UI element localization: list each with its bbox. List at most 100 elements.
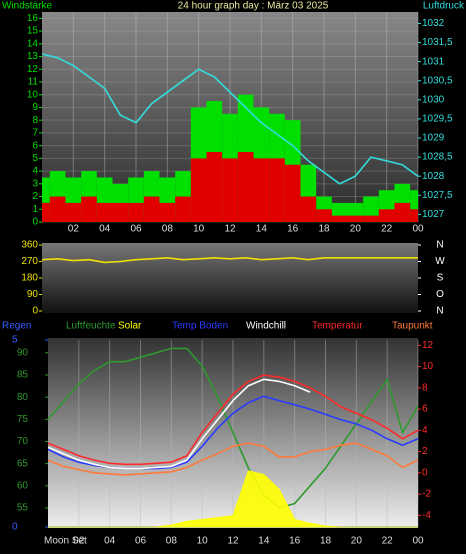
y3-tick-label: 5 bbox=[12, 335, 18, 346]
y2-tick-label: 10 bbox=[422, 361, 434, 372]
x-tick-label: 02 bbox=[68, 224, 80, 235]
bar bbox=[175, 196, 191, 222]
bar bbox=[253, 158, 270, 222]
y2-tick-label: 1028 bbox=[422, 171, 445, 182]
y-tick-label: 9 bbox=[32, 102, 38, 113]
legend-label: Luftfeuchte bbox=[66, 321, 116, 332]
x-tick-label: 00 bbox=[412, 224, 424, 235]
bar bbox=[112, 202, 129, 222]
bar bbox=[65, 202, 82, 222]
x-tick-label: 14 bbox=[256, 224, 268, 235]
series-group bbox=[42, 256, 418, 264]
x-tick-label: 12 bbox=[224, 224, 236, 235]
y-tick-label: 8 bbox=[32, 115, 38, 126]
bar bbox=[300, 196, 317, 222]
x-tick-label: 16 bbox=[287, 224, 299, 235]
bar bbox=[316, 209, 332, 222]
y-tick-label: 85 bbox=[17, 370, 29, 381]
y2-tick-label: 0 bbox=[422, 467, 428, 478]
y3-tick-label: 0 bbox=[12, 522, 18, 533]
series-line bbox=[42, 256, 418, 264]
y2-tick-label: 1027,5 bbox=[422, 190, 453, 201]
y-tick-label: 80 bbox=[17, 392, 29, 403]
y-tick-label: 270 bbox=[21, 256, 38, 267]
series-group bbox=[42, 53, 418, 222]
bar bbox=[128, 202, 144, 222]
legend-label: Temp Boden bbox=[172, 321, 228, 332]
bar bbox=[347, 215, 364, 222]
y2-tick-label: 1028,5 bbox=[422, 152, 453, 163]
x-tick-label: 18 bbox=[320, 536, 332, 547]
y2-tick-label: -2 bbox=[422, 489, 431, 500]
x-tick-label: 06 bbox=[135, 536, 147, 547]
x-tick-label: 20 bbox=[350, 224, 362, 235]
bar bbox=[96, 202, 113, 222]
y-tick-label: 14 bbox=[27, 38, 39, 49]
y2-tick-label: N bbox=[436, 240, 443, 251]
series-line bbox=[48, 442, 418, 476]
y-tick-label: 90 bbox=[17, 347, 29, 358]
y-tick-label: 1 bbox=[32, 204, 38, 215]
bar bbox=[159, 202, 176, 222]
x-tick-label: 04 bbox=[99, 224, 111, 235]
bar bbox=[284, 164, 301, 222]
y-tick-label: 55 bbox=[17, 503, 29, 514]
bar bbox=[42, 177, 50, 222]
x-tick-label: 10 bbox=[193, 224, 205, 235]
y2-tick-label: 1031 bbox=[422, 56, 445, 67]
y-tick-label: 5 bbox=[32, 153, 38, 164]
bar bbox=[394, 202, 411, 222]
chart-title: 24 hour graph day : März 03 2025 bbox=[178, 1, 329, 12]
y-tick-label: 70 bbox=[17, 436, 29, 447]
y-tick-label: 2 bbox=[32, 191, 38, 202]
x-tick-label: 22 bbox=[381, 224, 393, 235]
y-tick-label: 7 bbox=[32, 128, 38, 139]
y-tick-label: 15 bbox=[27, 26, 39, 37]
series-line bbox=[48, 374, 418, 466]
x-tick-label: 10 bbox=[197, 536, 209, 547]
y-tick-label: 60 bbox=[17, 480, 29, 491]
bar bbox=[49, 196, 66, 222]
bar bbox=[410, 190, 418, 222]
y-tick-label: 360 bbox=[21, 240, 38, 251]
x-tick-label: 06 bbox=[130, 224, 142, 235]
bar bbox=[331, 215, 348, 222]
x-tick-label: 16 bbox=[289, 536, 301, 547]
x-tick-label: 22 bbox=[382, 536, 394, 547]
y2-tick-label: 1030 bbox=[422, 94, 445, 105]
bar bbox=[410, 209, 418, 222]
bar bbox=[190, 158, 207, 222]
y2-tick-label: 1029,5 bbox=[422, 114, 453, 125]
legend-label: Solar bbox=[118, 321, 142, 332]
bar bbox=[42, 202, 50, 222]
legend-label: Temperatur bbox=[312, 321, 363, 332]
legend-label: Luftdruck bbox=[423, 1, 465, 12]
legend-label: Windstärke bbox=[2, 1, 52, 12]
legend-label: Regen bbox=[2, 321, 31, 332]
bar bbox=[237, 152, 254, 222]
y2-tick-label: 4 bbox=[422, 425, 428, 436]
y2-tick-label: 1029 bbox=[422, 133, 445, 144]
y2-tick-label: 1032 bbox=[422, 18, 445, 29]
x-tick-label: 12 bbox=[227, 536, 239, 547]
bar bbox=[81, 196, 97, 222]
bar bbox=[206, 152, 223, 222]
x-tick-label: 14 bbox=[258, 536, 270, 547]
bar bbox=[143, 196, 160, 222]
y2-tick-label: W bbox=[435, 256, 445, 267]
bar bbox=[363, 215, 379, 222]
x-tick-label: 08 bbox=[162, 224, 174, 235]
series-line bbox=[42, 53, 418, 185]
y2-tick-label: 6 bbox=[422, 404, 428, 415]
series-group bbox=[48, 347, 418, 528]
y-tick-label: 3 bbox=[32, 178, 38, 189]
y2-tick-label: 1031,5 bbox=[422, 37, 453, 48]
y2-tick-label: S bbox=[437, 273, 444, 284]
bar bbox=[269, 158, 285, 222]
series-area bbox=[48, 470, 418, 528]
legend-label: Taupunkt bbox=[392, 321, 433, 332]
series-line bbox=[48, 378, 311, 470]
x-tick-label: 02 bbox=[73, 536, 85, 547]
bar bbox=[378, 209, 395, 222]
y-tick-label: 16 bbox=[27, 13, 39, 24]
